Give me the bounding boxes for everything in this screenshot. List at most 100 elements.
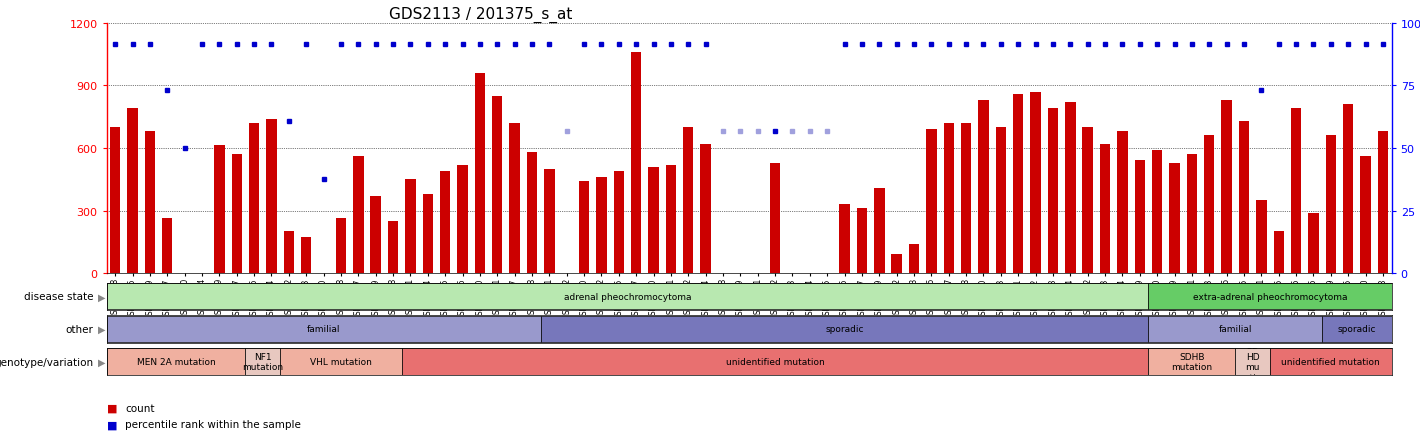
Text: genotype/variation: genotype/variation bbox=[0, 357, 94, 367]
Text: unidentified mutation: unidentified mutation bbox=[726, 357, 825, 366]
Text: ■: ■ bbox=[106, 403, 116, 413]
Bar bbox=[1135, 161, 1145, 273]
Bar bbox=[596, 178, 606, 273]
Bar bbox=[440, 171, 450, 273]
Text: ■: ■ bbox=[106, 420, 116, 429]
Bar bbox=[1048, 109, 1058, 273]
Text: NF1
mutation: NF1 mutation bbox=[243, 352, 284, 372]
Bar bbox=[1100, 145, 1110, 273]
Text: adrenal pheochromocytoma: adrenal pheochromocytoma bbox=[564, 292, 692, 301]
Bar bbox=[541, 316, 1149, 342]
Bar bbox=[1149, 316, 1322, 342]
Bar bbox=[579, 182, 589, 273]
Bar bbox=[700, 145, 711, 273]
Bar bbox=[683, 128, 693, 273]
Text: sporadic: sporadic bbox=[825, 325, 863, 334]
Bar bbox=[649, 168, 659, 273]
Bar bbox=[335, 218, 346, 273]
Text: sporadic: sporadic bbox=[1338, 325, 1376, 334]
Bar bbox=[106, 316, 541, 342]
Bar bbox=[405, 180, 416, 273]
Bar bbox=[1065, 103, 1075, 273]
Bar bbox=[666, 165, 676, 273]
Bar bbox=[402, 349, 1149, 375]
Bar bbox=[856, 209, 868, 273]
Bar bbox=[371, 197, 381, 273]
Text: unidentified mutation: unidentified mutation bbox=[1281, 357, 1380, 366]
Bar bbox=[1377, 132, 1389, 273]
Text: familial: familial bbox=[1218, 325, 1252, 334]
Bar bbox=[544, 169, 555, 273]
Bar bbox=[943, 124, 954, 273]
Bar bbox=[1169, 163, 1180, 273]
Bar bbox=[106, 349, 246, 375]
Bar bbox=[630, 53, 642, 273]
Text: ▶: ▶ bbox=[98, 292, 105, 302]
Bar bbox=[875, 188, 885, 273]
Bar bbox=[1257, 201, 1267, 273]
Bar bbox=[109, 128, 121, 273]
Bar bbox=[770, 163, 781, 273]
Text: MEN 2A mutation: MEN 2A mutation bbox=[136, 357, 216, 366]
Bar bbox=[1360, 157, 1370, 273]
Bar bbox=[1291, 109, 1301, 273]
Bar bbox=[995, 128, 1005, 273]
Bar bbox=[839, 205, 849, 273]
Text: GDS2113 / 201375_s_at: GDS2113 / 201375_s_at bbox=[389, 7, 572, 23]
Text: familial: familial bbox=[307, 325, 341, 334]
Bar bbox=[1031, 92, 1041, 273]
Text: percentile rank within the sample: percentile rank within the sample bbox=[125, 420, 301, 429]
Bar bbox=[1269, 349, 1392, 375]
Bar bbox=[267, 119, 277, 273]
Bar bbox=[231, 155, 241, 273]
Bar bbox=[284, 232, 294, 273]
Bar bbox=[1322, 316, 1392, 342]
Bar bbox=[1235, 349, 1269, 375]
Bar bbox=[246, 349, 280, 375]
Bar bbox=[388, 221, 398, 273]
Bar bbox=[145, 132, 155, 273]
Bar bbox=[214, 145, 224, 273]
Bar bbox=[1326, 136, 1336, 273]
Text: count: count bbox=[125, 403, 155, 413]
Bar bbox=[280, 349, 402, 375]
Bar bbox=[1149, 349, 1235, 375]
Bar bbox=[162, 218, 172, 273]
Bar bbox=[1012, 95, 1024, 273]
Bar bbox=[457, 165, 467, 273]
Bar bbox=[909, 244, 919, 273]
Bar bbox=[354, 157, 364, 273]
Text: other: other bbox=[65, 324, 94, 334]
Bar bbox=[1308, 213, 1319, 273]
Bar bbox=[1238, 122, 1250, 273]
Text: ▶: ▶ bbox=[98, 324, 105, 334]
Bar bbox=[1221, 101, 1231, 273]
Bar bbox=[1343, 105, 1353, 273]
Text: SDHB
mutation: SDHB mutation bbox=[1172, 352, 1213, 372]
Bar bbox=[106, 283, 1149, 310]
Bar bbox=[1118, 132, 1127, 273]
Text: disease state: disease state bbox=[24, 292, 94, 302]
Bar bbox=[613, 171, 623, 273]
Bar bbox=[892, 255, 902, 273]
Bar bbox=[978, 101, 988, 273]
Bar bbox=[527, 153, 537, 273]
Bar bbox=[423, 194, 433, 273]
Bar bbox=[248, 124, 260, 273]
Bar bbox=[1187, 155, 1197, 273]
Bar bbox=[926, 130, 937, 273]
Bar bbox=[1082, 128, 1093, 273]
Bar bbox=[301, 237, 311, 273]
Bar bbox=[128, 109, 138, 273]
Text: VHL mutation: VHL mutation bbox=[310, 357, 372, 366]
Bar bbox=[961, 124, 971, 273]
Bar bbox=[474, 74, 486, 273]
Bar bbox=[491, 97, 503, 273]
Bar bbox=[1152, 151, 1163, 273]
Text: ▶: ▶ bbox=[98, 357, 105, 367]
Bar bbox=[1149, 283, 1392, 310]
Bar bbox=[1204, 136, 1214, 273]
Bar bbox=[510, 124, 520, 273]
Text: extra-adrenal pheochromocytoma: extra-adrenal pheochromocytoma bbox=[1193, 292, 1348, 301]
Bar bbox=[1274, 232, 1284, 273]
